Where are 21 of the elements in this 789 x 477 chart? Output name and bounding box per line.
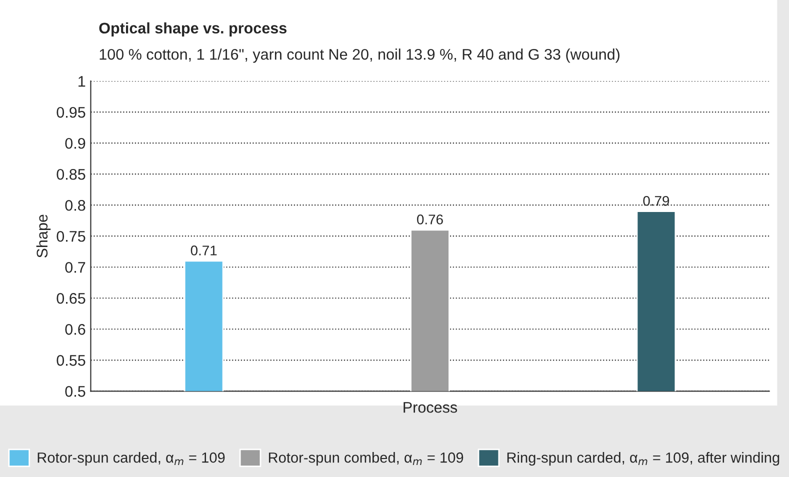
chart-subtitle: 100 % cotton, 1 1/16", yarn count Ne 20, noil 13.9 %, R 40 and G 33 (wound) xyxy=(100,48,620,63)
y-tick-label: 0.55 xyxy=(56,355,86,366)
data-label: 0.76 xyxy=(417,214,443,224)
y-tick-label: 0.75 xyxy=(56,230,86,242)
y-tick-label: 0.95 xyxy=(56,106,86,118)
legend-label: Ring-spun carded, α$_{m}$ = 109, after winding xyxy=(507,452,780,466)
legend-label: Rotor-spun combed, α$_{m}$ = 109 xyxy=(268,452,464,466)
data-label: 0.71 xyxy=(190,246,217,256)
y-axis-title: Shape xyxy=(36,214,51,258)
y-tick-label: 0.65 xyxy=(56,292,86,304)
x-axis-title: Process xyxy=(404,402,458,413)
legend-label: Rotor-spun carded, α$_{m}$ = 109 xyxy=(38,452,225,466)
y-tick-label: 0.85 xyxy=(56,168,86,180)
y-tick-label: 0.7 xyxy=(65,262,86,273)
y-tick-label: 0.8 xyxy=(65,200,86,211)
chart-title: Optical shape vs. process xyxy=(99,22,287,37)
data-label: 0.79 xyxy=(643,196,670,206)
y-tick-label: 0.9 xyxy=(65,138,86,149)
y-tick-label: 1 xyxy=(78,76,86,87)
y-tick-label: 0.6 xyxy=(65,324,86,335)
y-tick-label: 0.5 xyxy=(65,386,86,397)
